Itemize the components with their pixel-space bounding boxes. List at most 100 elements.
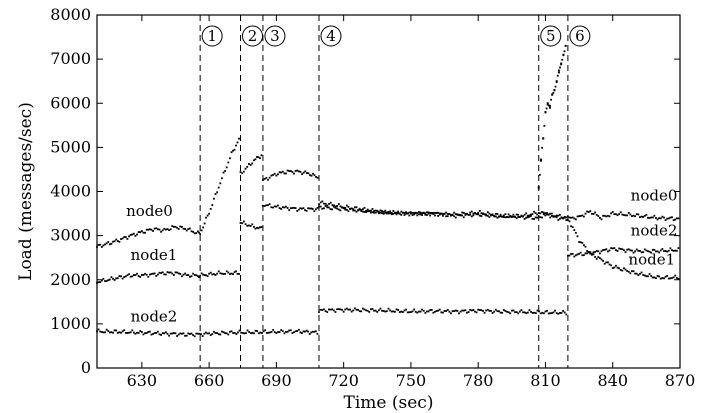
data-point [583, 244, 585, 247]
data-point [459, 214, 462, 216]
data-point [675, 249, 678, 252]
x-tick-label: 840 [597, 371, 628, 390]
data-point [653, 248, 656, 251]
data-point [554, 309, 556, 312]
data-point [134, 332, 137, 335]
data-point [142, 231, 145, 234]
data-point [126, 332, 129, 334]
data-point [443, 310, 446, 312]
data-point [648, 273, 651, 275]
data-point [438, 212, 441, 215]
data-point [544, 310, 547, 313]
data-point [488, 212, 491, 215]
data-point [225, 270, 228, 273]
data-point [254, 158, 257, 161]
data-point [469, 308, 472, 311]
data-point [360, 210, 363, 212]
data-point [640, 215, 643, 218]
data-point [537, 186, 540, 189]
data-point [647, 275, 649, 278]
data-point [97, 281, 100, 284]
data-point [613, 213, 616, 216]
data-point [573, 217, 576, 220]
data-point [594, 255, 597, 258]
data-point [467, 213, 470, 216]
event-label-2: 2 [248, 27, 258, 45]
data-point [249, 225, 252, 227]
data-point [546, 103, 549, 106]
data-point [637, 274, 640, 277]
data-point [304, 209, 306, 212]
data-point [669, 247, 672, 250]
data-point [132, 232, 135, 235]
data-point [621, 248, 624, 251]
data-point [627, 270, 630, 273]
data-point [578, 215, 580, 218]
data-point [256, 330, 259, 332]
y-tick-label: 4000 [50, 182, 91, 201]
data-point [429, 214, 432, 217]
data-point [456, 310, 459, 312]
data-point [566, 254, 569, 257]
data-point [392, 212, 395, 215]
data-point [501, 311, 504, 314]
data-point [164, 228, 167, 231]
data-point [542, 211, 545, 214]
data-point [267, 204, 269, 207]
data-point [531, 217, 534, 220]
data-point [675, 217, 678, 220]
data-point [230, 151, 233, 154]
data-point [174, 225, 177, 228]
data-point [329, 201, 332, 204]
data-point [115, 238, 118, 241]
data-point [418, 211, 420, 213]
data-point [336, 204, 339, 207]
data-point [395, 211, 398, 214]
y-tick-label: 1000 [50, 314, 91, 333]
data-point [607, 250, 609, 253]
data-point [293, 331, 295, 334]
data-point [155, 227, 158, 230]
data-point [472, 309, 475, 311]
data-point [253, 159, 255, 162]
data-point [595, 257, 598, 260]
data-point [197, 332, 199, 335]
data-point [260, 226, 263, 228]
data-point [206, 332, 209, 335]
data-point [597, 215, 600, 217]
data-point [424, 212, 427, 215]
data-point [430, 212, 433, 215]
data-point [241, 222, 244, 225]
data-point [160, 272, 162, 274]
data-point [478, 214, 481, 217]
data-point [197, 230, 199, 233]
data-point [602, 260, 605, 262]
data-point [645, 275, 648, 278]
data-point [656, 275, 659, 277]
data-point [507, 311, 510, 314]
data-point [153, 272, 156, 275]
data-point [126, 274, 129, 277]
data-point [232, 273, 234, 276]
data-point [672, 249, 675, 252]
x-tick-label: 660 [194, 371, 225, 390]
data-point [426, 211, 428, 214]
data-point [485, 213, 488, 216]
data-point [124, 275, 127, 278]
data-point [140, 331, 143, 333]
data-point [530, 311, 532, 313]
data-point [515, 217, 518, 220]
data-point [153, 332, 156, 334]
data-point [108, 243, 111, 246]
data-point [611, 267, 614, 270]
data-point [515, 311, 518, 314]
data-point [667, 249, 670, 252]
data-point [177, 228, 180, 230]
data-point [655, 217, 657, 219]
data-point [336, 207, 338, 210]
data-point [365, 209, 367, 212]
data-point [631, 249, 633, 252]
data-point [586, 210, 589, 213]
data-point [168, 334, 170, 337]
data-point [144, 332, 146, 335]
